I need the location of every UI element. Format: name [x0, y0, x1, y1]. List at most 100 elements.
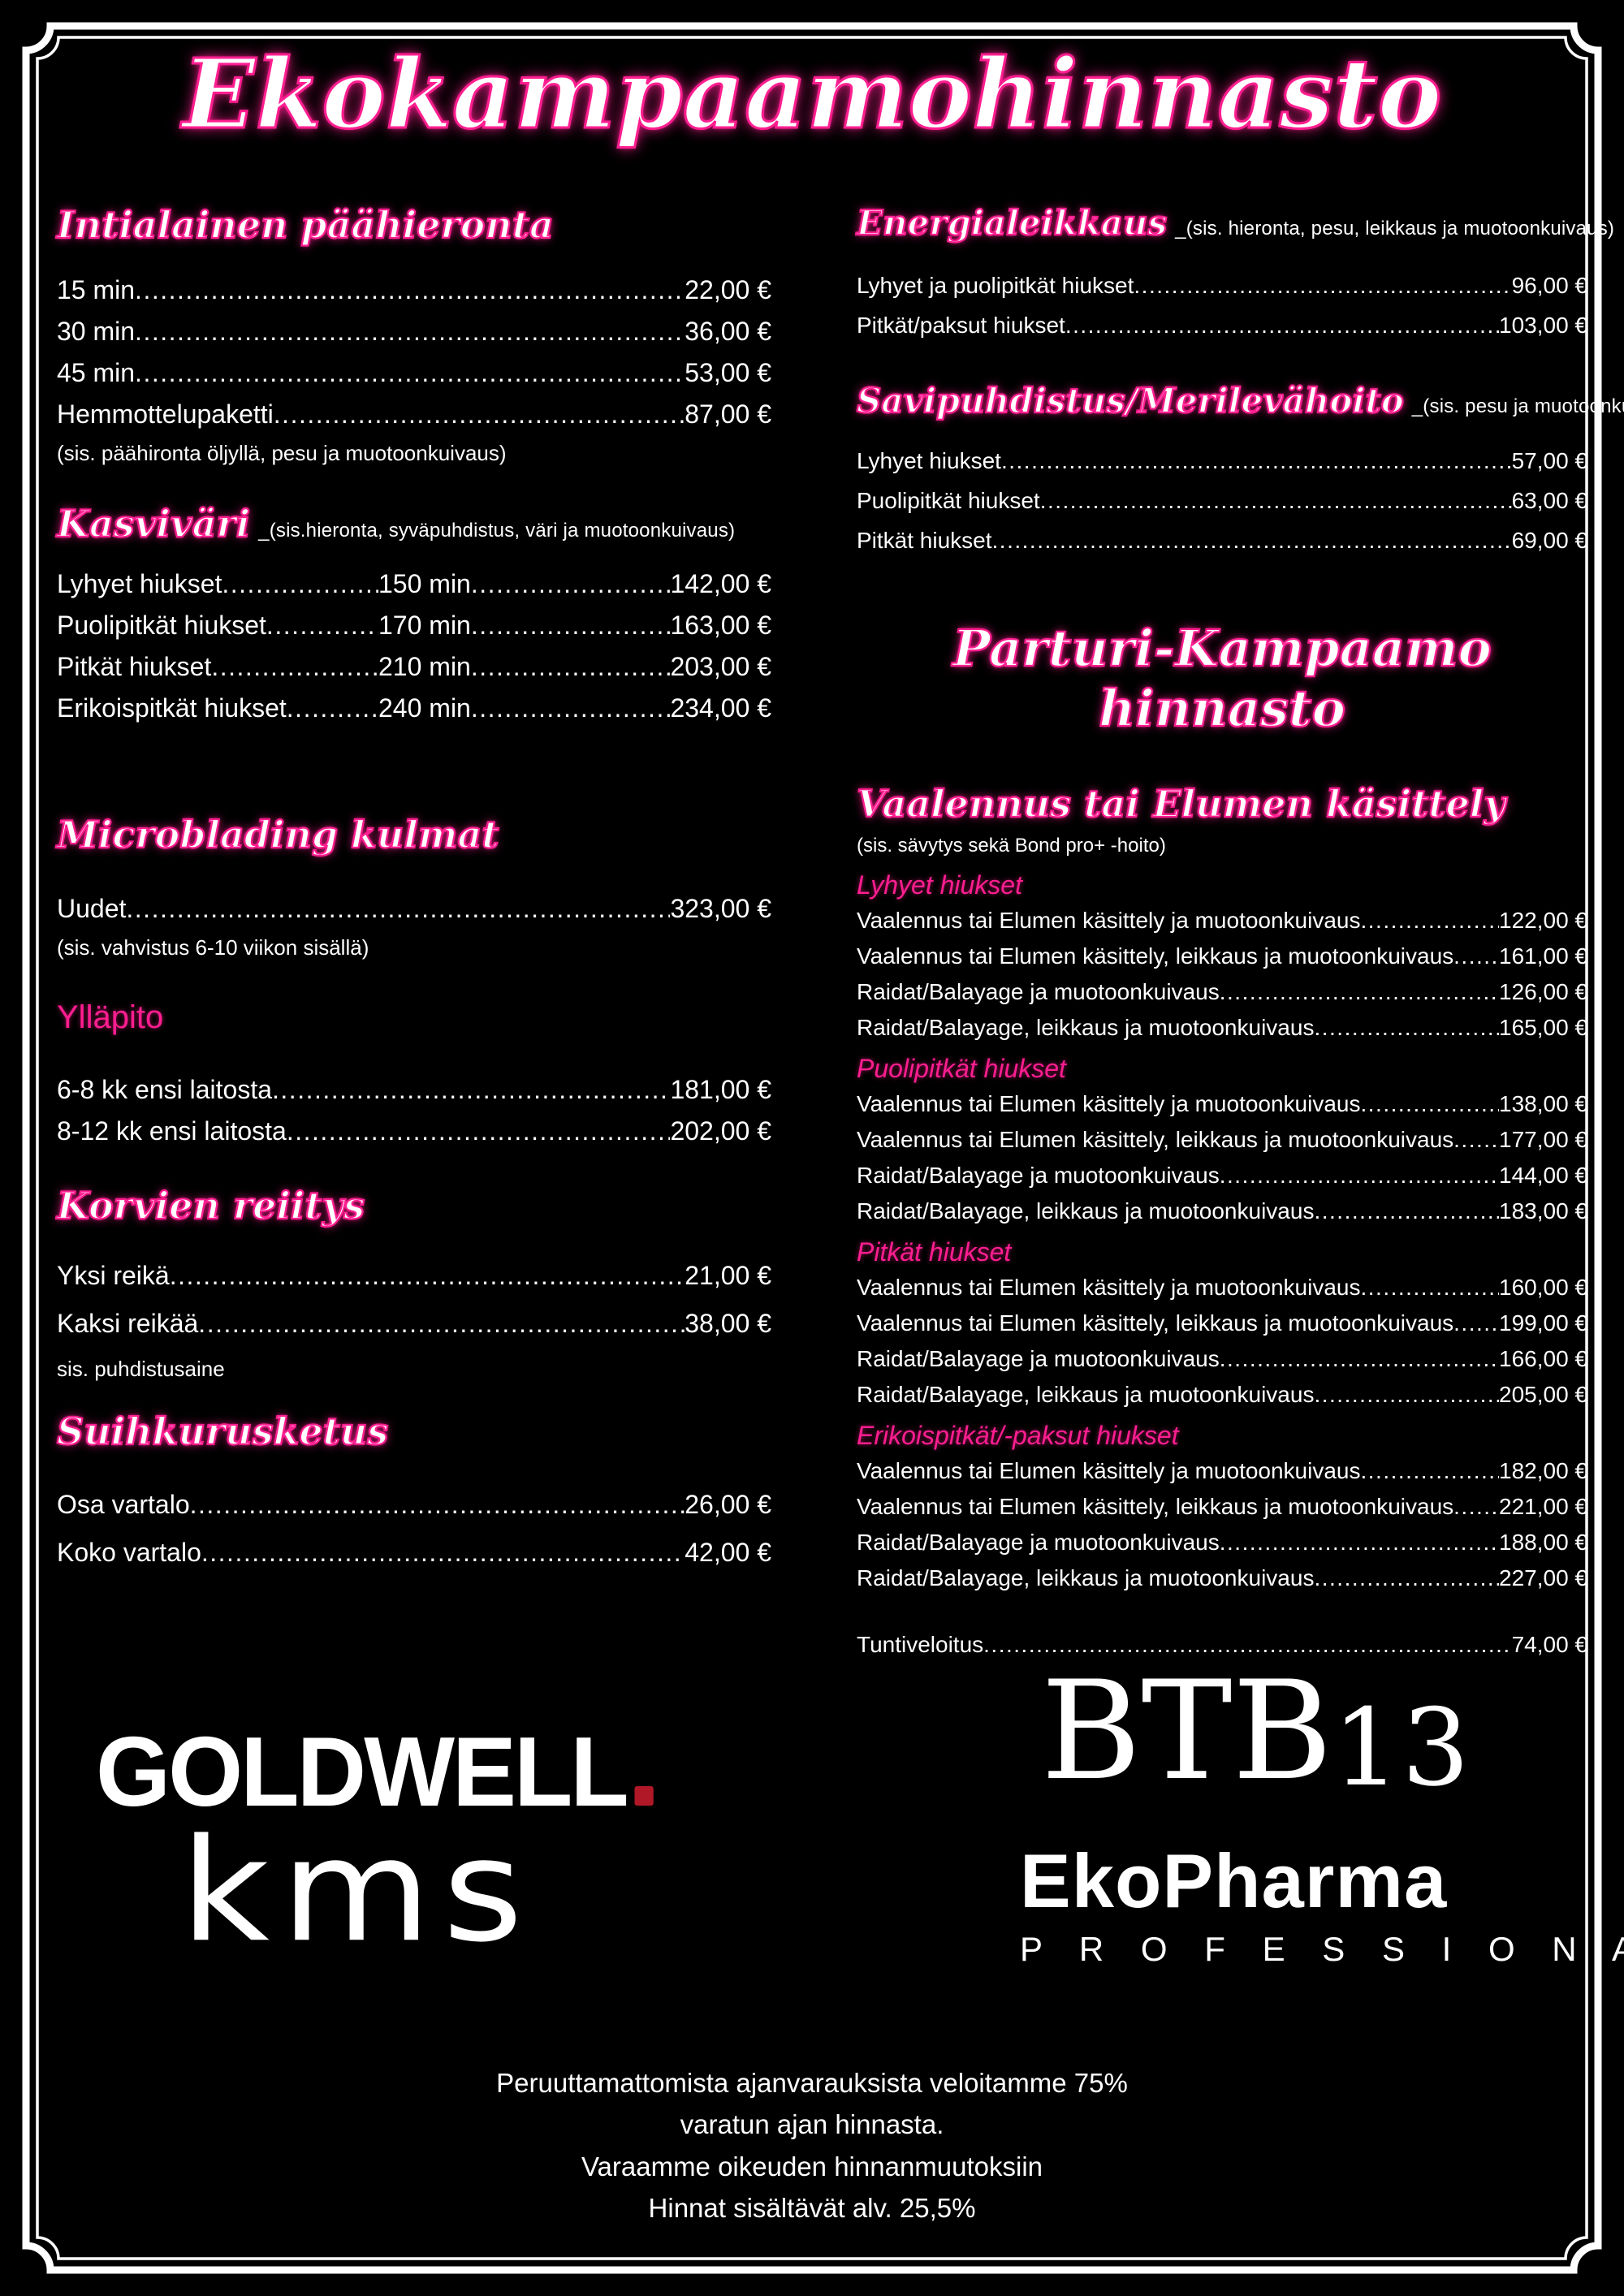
footer-terms: Peruuttamattomista ajanvarauksista veloi…: [0, 2062, 1624, 2229]
item-label: Hemmottelupaketti: [57, 399, 274, 429]
item-label: Vaalennus tai Elumen käsittely ja muotoo…: [857, 1457, 1361, 1483]
item-price: 138,00 €: [1499, 1090, 1587, 1116]
price-row: Vaalennus tai Elumen käsittely ja muotoo…: [857, 1275, 1587, 1301]
price-row: Pitkät hiukset 69,00 €: [857, 528, 1587, 554]
item-label: Raidat/Balayage, leikkaus ja muotoonkuiv…: [857, 1564, 1315, 1590]
footer-line: varatun ajan hinnasta.: [680, 2109, 944, 2140]
dotted-leader: [1453, 1494, 1499, 1520]
item-price: 166,00 €: [1499, 1345, 1587, 1371]
dotted-leader: [126, 894, 670, 924]
dotted-leader: [1453, 1127, 1499, 1153]
price-row: Uudet 323,00 €: [57, 894, 771, 924]
section-heading: Energialeikkaus: [856, 202, 1168, 244]
hair-length-group: Lyhyet hiukset Vaalennus tai Elumen käsi…: [857, 869, 1587, 1041]
item-label: Vaalennus tai Elumen käsittely ja muotoo…: [857, 1274, 1361, 1300]
price-row: Pitkät/paksut hiukset 103,00 €: [857, 313, 1587, 339]
section-heading: Microblading kulmat: [56, 812, 500, 857]
item-price: 122,00 €: [1499, 907, 1587, 933]
item-label: Vaalennus tai Elumen käsittely ja muotoo…: [857, 1090, 1361, 1116]
item-label: Kaksi reikää: [57, 1308, 199, 1338]
group-subheading: Lyhyet hiukset: [857, 870, 1022, 900]
price-row: 8-12 kk ensi laitosta 202,00 €: [57, 1116, 771, 1146]
section-korvien-reiitys: Korvien reiitys Yksi reikä 21,00 € Kaksi …: [56, 1182, 771, 1382]
item-price: 221,00 €: [1499, 1493, 1587, 1519]
item-price: 165,00 €: [1499, 1014, 1587, 1040]
dotted-leader: [1220, 1346, 1499, 1372]
section-heading: Korvien reiitys: [56, 1182, 365, 1228]
dotted-leader: [471, 693, 671, 723]
price-row: 45 min 53,00 €: [57, 358, 771, 388]
item-label: Vaalennus tai Elumen käsittely ja muotoo…: [857, 907, 1361, 933]
dotted-leader: [1001, 448, 1512, 474]
dotted-leader: [1220, 1530, 1499, 1556]
price-row: 30 min 36,00 €: [57, 317, 771, 347]
item-price: 163,00 €: [670, 611, 771, 641]
item-price: 36,00 €: [685, 317, 771, 347]
item-price: 96,00 €: [1511, 273, 1587, 299]
item-price: 203,00 €: [670, 652, 771, 682]
item-price: 188,00 €: [1499, 1529, 1587, 1555]
price-row: Lyhyet hiukset 57,00 €: [857, 448, 1587, 474]
item-price: 126,00 €: [1499, 978, 1587, 1004]
dotted-leader: [222, 569, 378, 599]
item-label: Yksi reikä: [57, 1260, 170, 1290]
dotted-leader: [1453, 943, 1499, 969]
dotted-leader: [1314, 1565, 1499, 1591]
item-label: Pitkät/paksut hiukset: [857, 313, 1065, 339]
dotted-leader: [1065, 313, 1499, 339]
section-note: (sis. sävytys sekä Bond pro+ -hoito): [857, 834, 1166, 857]
item-price: 21,00 €: [685, 1260, 771, 1290]
price-row: Raidat/Balayage ja muotoonkuivaus 166,00 …: [857, 1346, 1587, 1372]
price-row: Raidat/Balayage, leikkaus ja muotoonkuiv…: [857, 1382, 1587, 1408]
price-row: Puolipitkät hiukset 170 min 163,00 €: [57, 611, 771, 641]
dotted-leader: [1453, 1310, 1499, 1336]
dotted-leader: [201, 1538, 685, 1568]
section-heading: Vaalennus tai Elumen käsittely: [856, 780, 1506, 826]
price-row: Vaalennus tai Elumen käsittely ja muotoo…: [857, 1091, 1587, 1117]
item-label: Raidat/Balayage, leikkaus ja muotoonkuiv…: [857, 1198, 1315, 1224]
hair-length-group: Erikoispitkät/-paksut hiukset Vaalennus …: [857, 1419, 1587, 1591]
item-label: Tuntiveloitus: [857, 1631, 984, 1657]
price-row: Osa vartalo 26,00 €: [57, 1490, 771, 1520]
price-row: Vaalennus tai Elumen käsittely, leikkaus…: [857, 1494, 1587, 1520]
price-row: Raidat/Balayage ja muotoonkuivaus 144,00 …: [857, 1163, 1587, 1189]
dotted-leader: [1220, 979, 1499, 1005]
item-label: 45 min: [57, 358, 136, 388]
item-label: Puolipitkät hiukset: [57, 611, 266, 641]
item-label: Raidat/Balayage ja muotoonkuivaus: [857, 978, 1220, 1004]
price-row: Erikoispitkät hiukset 240 min 234,00 €: [57, 693, 771, 723]
footer-line: Peruuttamattomista ajanvarauksista veloi…: [496, 2068, 1128, 2098]
item-label: Lyhyet hiukset: [857, 447, 1001, 473]
item-price: 199,00 €: [1499, 1310, 1587, 1336]
kms-logo: kms: [180, 1808, 535, 1974]
section-heading: Savipuhdistus/Merilevähoito: [856, 380, 1405, 421]
item-price: 202,00 €: [670, 1116, 771, 1146]
dotted-leader: [471, 569, 671, 599]
item-label: Pitkät hiukset: [857, 527, 992, 553]
ekopharma-wordmark: EkoPharma: [1020, 1838, 1448, 1923]
group-subheading: Pitkät hiukset: [857, 1236, 1012, 1267]
price-row: Vaalennus tai Elumen käsittely ja muotoo…: [857, 908, 1587, 934]
hair-length-group: Pitkät hiukset Vaalennus tai Elumen käsi…: [857, 1236, 1587, 1408]
dotted-leader: [135, 275, 685, 305]
goldwell-logo: GOLDWELL: [96, 1715, 654, 1828]
dotted-leader: [211, 652, 378, 682]
item-price: 63,00 €: [1511, 487, 1587, 513]
item-label: Vaalennus tai Elumen käsittely, leikkaus…: [857, 1126, 1454, 1152]
item-label: Raidat/Balayage, leikkaus ja muotoonkuiv…: [857, 1381, 1315, 1407]
item-label: Vaalennus tai Elumen käsittely, leikkaus…: [857, 1493, 1454, 1519]
price-row: Lyhyet ja puolipitkät hiukset 96,00 €: [857, 273, 1587, 299]
section-heading: Intialainen päähieronta: [56, 202, 555, 248]
item-label: 30 min: [57, 317, 136, 347]
item-price: 26,00 €: [685, 1489, 771, 1519]
section-microblading: Microblading kulmat Uudet 323,00 € (sis. …: [56, 812, 771, 1146]
price-row: Yksi reikä 21,00 €: [57, 1261, 771, 1291]
group-subheading: Puolipitkät hiukset: [857, 1053, 1066, 1083]
price-row: Vaalennus tai Elumen käsittely ja muotoo…: [857, 1458, 1587, 1484]
item-label: Raidat/Balayage ja muotoonkuivaus: [857, 1529, 1220, 1555]
item-label: Erikoispitkät hiukset: [57, 693, 287, 723]
section-note: (sis. päähironta öljyllä, pesu ja muotoo…: [57, 441, 507, 466]
item-price: 144,00 €: [1499, 1162, 1587, 1188]
price-row: Raidat/Balayage, leikkaus ja muotoonkuiv…: [857, 1198, 1587, 1224]
section-note: sis. puhdistusaine: [57, 1356, 225, 1381]
